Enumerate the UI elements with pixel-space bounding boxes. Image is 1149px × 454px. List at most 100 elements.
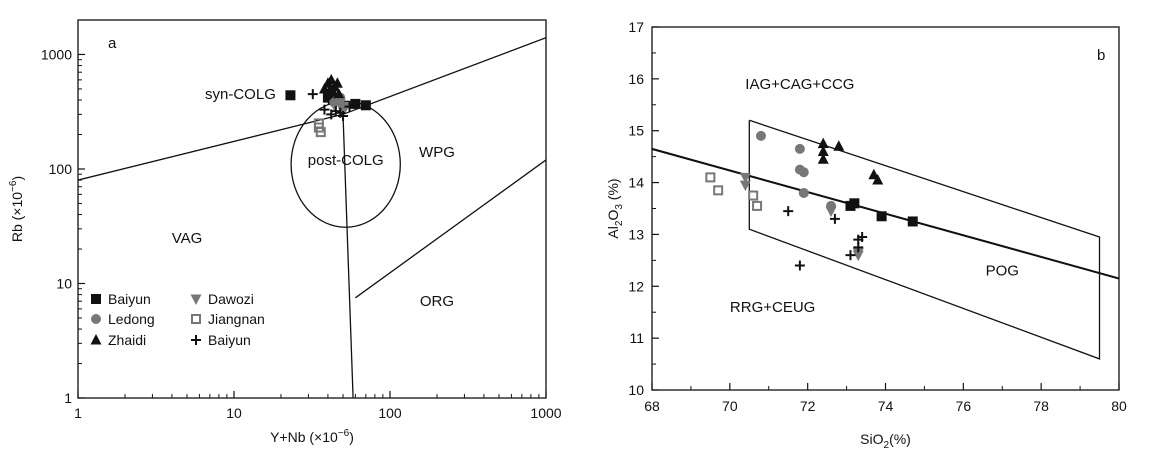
- x-tick-label: 10: [226, 405, 242, 421]
- data-point: [330, 106, 341, 117]
- data-point: [794, 143, 805, 154]
- legend-label: Baiyun: [208, 332, 251, 348]
- field-label: RRG+CEUG: [730, 299, 815, 316]
- x-axis-label-end: (%): [889, 431, 911, 447]
- data-point: [325, 73, 337, 85]
- data-point: [705, 172, 716, 183]
- data-point: [344, 101, 355, 112]
- panel-label-b: b: [1097, 47, 1105, 64]
- field-label: WPG: [419, 144, 455, 161]
- panel-a-boundaries: [78, 37, 546, 398]
- y-tick-label: 100: [49, 161, 73, 177]
- x-tick-label: 76: [956, 398, 972, 414]
- x-axis-label: Y+Nb (×10−6): [270, 428, 354, 445]
- legend-marker: [191, 335, 201, 345]
- data-point: [331, 77, 343, 88]
- y-axis-label-end: (%): [605, 178, 621, 204]
- data-point: [833, 140, 845, 151]
- legend-label: Jiangnan: [208, 311, 265, 327]
- y-axis-label-sub2: 3: [614, 204, 625, 210]
- legend-marker: [91, 314, 101, 324]
- legend-marker: [90, 334, 102, 345]
- data-point: [328, 100, 340, 112]
- y-tick-label: 16: [628, 71, 644, 87]
- data-point: [798, 167, 809, 178]
- data-point: [876, 211, 887, 222]
- x-axis-label: SiO2(%): [860, 431, 911, 451]
- panel-a-frame: [77, 19, 547, 399]
- panel-label-a: a: [108, 35, 117, 52]
- data-point: [739, 180, 751, 192]
- y-tick-label: 12: [628, 278, 644, 294]
- x-tick-label: 68: [644, 398, 660, 414]
- series-zhaidi-triangle-up-filled: [817, 137, 884, 185]
- series-baiyun-plus: [783, 206, 868, 271]
- y-axis-label-sub1: 2: [614, 220, 625, 226]
- series-jiangnan-square-open: [705, 172, 763, 211]
- x-tick-label: 100: [378, 405, 402, 421]
- data-point: [857, 232, 868, 243]
- boundary-line: [355, 159, 546, 299]
- y-axis-label-end: ): [9, 176, 25, 181]
- data-point: [783, 206, 794, 217]
- y-tick-label: 1000: [41, 46, 72, 62]
- data-point: [817, 137, 829, 149]
- x-tick-label: 80: [1111, 398, 1127, 414]
- x-tick-label: 1000: [530, 405, 561, 421]
- y-tick-label: 11: [629, 330, 644, 346]
- x-axis-label-main: SiO: [860, 431, 883, 447]
- y-axis-label-main: Rb (×10: [9, 192, 25, 242]
- field-label: post-COLG: [308, 152, 384, 169]
- x-axis-label-sup: −6: [338, 428, 350, 439]
- data-point: [755, 130, 766, 141]
- x-tick-label: 74: [878, 398, 894, 414]
- y-tick-label: 1: [64, 390, 72, 406]
- y-tick-label: 14: [628, 175, 644, 191]
- field-label: IAG+CAG+CCG: [745, 76, 854, 93]
- field-label: POG: [986, 263, 1019, 280]
- x-tick-label: 70: [722, 398, 738, 414]
- y-axis-label-main: Al: [605, 226, 621, 238]
- data-point: [817, 145, 829, 156]
- pog-field-box: [748, 119, 1101, 360]
- field-label: VAG: [172, 230, 203, 247]
- data-point: [752, 200, 763, 211]
- x-tick-label: 78: [1033, 398, 1049, 414]
- data-point: [817, 153, 829, 164]
- field-label: syn-COLG: [205, 86, 276, 103]
- data-point: [319, 104, 330, 115]
- data-point: [794, 260, 805, 271]
- data-point: [334, 98, 346, 109]
- data-point: [338, 111, 349, 122]
- legend-label: Dawozi: [208, 291, 254, 307]
- legend-label: Baiyun: [108, 291, 151, 307]
- legend-marker: [191, 314, 201, 324]
- x-tick-label: 1: [74, 405, 82, 421]
- y-tick-label: 15: [628, 123, 644, 139]
- data-point: [285, 90, 296, 101]
- y-axis-label-sup: −6: [8, 180, 19, 192]
- x-axis-label-main: Y+Nb (×10: [270, 429, 338, 445]
- data-point: [849, 198, 860, 209]
- panel-b-boundaries: [652, 119, 1119, 360]
- data-point: [333, 88, 345, 99]
- data-point: [798, 187, 809, 198]
- series-jiangnan-square-open: [313, 118, 326, 138]
- boundary-line: [78, 113, 344, 181]
- x-axis-label-sub: 2: [884, 440, 890, 451]
- data-point: [315, 127, 326, 138]
- panel-b: 68 70 72 74 76 78 801011121314151617SiO2(%)Al2…: [605, 19, 1127, 451]
- data-point: [853, 242, 864, 253]
- legend: Baiyun Dawozi Ledong Jiangnan Zhaidi Baiyun: [90, 291, 265, 348]
- y-axis-label: Al2O3 (%): [605, 178, 625, 238]
- data-point: [307, 89, 318, 100]
- y-axis-label-mid: O: [605, 210, 621, 221]
- field-label: ORG: [420, 293, 454, 310]
- y-axis-label: Rb (×10−6): [8, 176, 25, 242]
- legend-marker: [190, 294, 202, 305]
- series-dawozi-triangle-down-filled: [739, 172, 864, 262]
- x-tick-label: 72: [800, 398, 816, 414]
- data-point: [907, 216, 918, 227]
